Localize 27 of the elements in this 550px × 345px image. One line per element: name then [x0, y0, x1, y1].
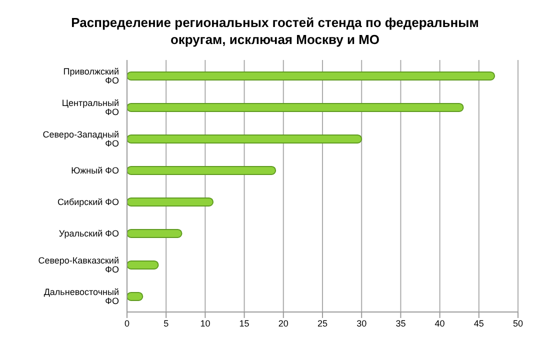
chart-title: Распределение региональных гостей стенда по федеральным округам, исключая Москву и МО [70, 14, 480, 48]
x-tick-label: 25 [317, 318, 328, 328]
x-tick-label: 0 [124, 318, 130, 328]
x-tick-label: 10 [200, 318, 210, 328]
bar [127, 166, 276, 175]
bar [127, 228, 182, 238]
y-tick-label: Северо-Кавказский ФО [38, 255, 119, 274]
y-tick-label: Центральный ФО [62, 98, 119, 117]
x-tick-label: 40 [434, 318, 445, 328]
y-tick-label: Приволжский ФО [63, 66, 119, 86]
x-tick-label: 45 [474, 318, 484, 328]
x-tick-label: 15 [239, 318, 250, 328]
bar [127, 134, 362, 144]
y-tick-label: Северо-Западный ФО [42, 129, 119, 148]
y-tick-label: Уральский ФО [58, 228, 119, 238]
x-tick-label: 20 [278, 318, 288, 328]
y-tick-label: Дальневосточный ФО [44, 286, 119, 306]
y-tick-label: Сибирский ФО [57, 196, 119, 207]
x-tick-label: 30 [356, 318, 367, 328]
x-tick-label: 5 [164, 318, 169, 328]
x-tick-label: 35 [396, 318, 406, 328]
x-tick-label: 50 [512, 318, 524, 328]
y-tick-label: Южный ФО [71, 165, 119, 176]
bar [127, 102, 464, 112]
bar [127, 260, 159, 270]
bar [127, 71, 496, 80]
bar [127, 197, 214, 206]
